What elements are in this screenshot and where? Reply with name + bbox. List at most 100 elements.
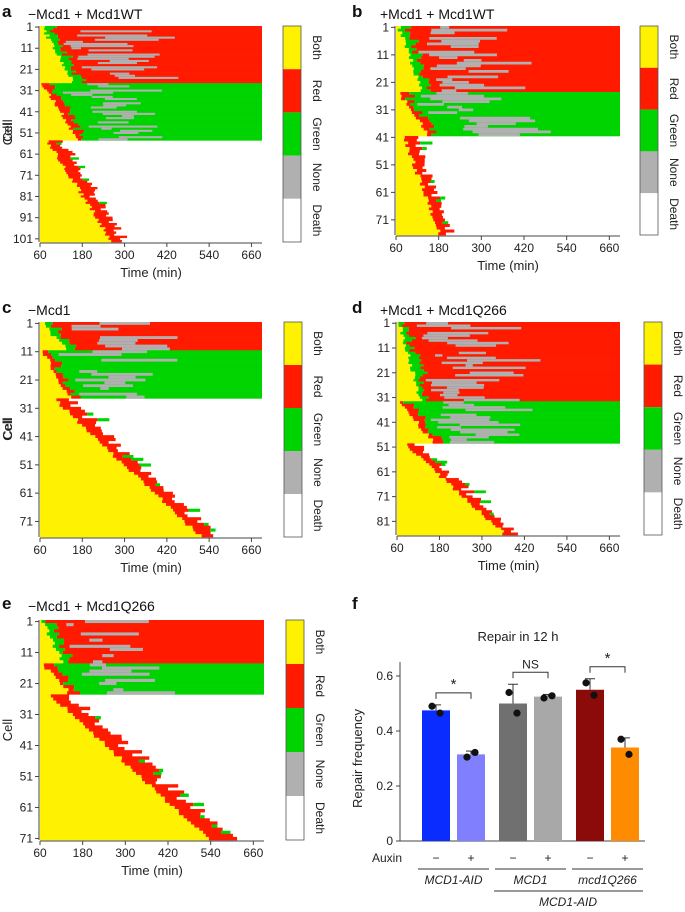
outcome-segment bbox=[57, 40, 263, 44]
transition-segment bbox=[414, 376, 420, 380]
cell-track bbox=[40, 632, 265, 636]
gray-interruption bbox=[426, 42, 479, 46]
transition-segment bbox=[50, 669, 59, 673]
red-segment bbox=[68, 176, 81, 179]
gray-interruption bbox=[83, 384, 133, 388]
transition-segment bbox=[77, 138, 82, 141]
both-segment bbox=[397, 396, 420, 400]
gray-interruption bbox=[105, 117, 135, 120]
cell-track bbox=[397, 356, 620, 360]
both-segment bbox=[397, 445, 409, 449]
outcome-segment bbox=[68, 378, 262, 382]
transition-segment bbox=[415, 374, 423, 377]
red-segment bbox=[411, 155, 426, 159]
transition-segment bbox=[404, 346, 415, 350]
cell-track bbox=[397, 346, 620, 350]
cell-track bbox=[40, 809, 205, 813]
both-segment bbox=[396, 97, 401, 101]
legend-frame bbox=[283, 321, 303, 538]
y-axis-label: Cell bbox=[0, 417, 15, 440]
both-segment bbox=[40, 32, 45, 35]
cell-track bbox=[40, 437, 116, 442]
both-segment bbox=[40, 712, 73, 717]
transition-segment bbox=[54, 102, 65, 105]
both-segment bbox=[397, 334, 404, 338]
transition-segment bbox=[405, 344, 410, 348]
red-segment bbox=[105, 227, 122, 230]
outcome-segment bbox=[416, 59, 620, 63]
outcome-segment bbox=[423, 64, 620, 68]
red-segment bbox=[467, 497, 481, 501]
gray-interruption bbox=[118, 136, 163, 139]
gray-interruption bbox=[434, 354, 443, 357]
significance-label: * bbox=[451, 676, 457, 693]
both-segment bbox=[40, 338, 60, 343]
x-tick-label: 540 bbox=[199, 543, 219, 557]
both-segment bbox=[40, 759, 122, 763]
both-segment bbox=[397, 527, 502, 531]
both-segment bbox=[397, 326, 403, 330]
red-segment bbox=[59, 404, 71, 408]
both-segment bbox=[397, 426, 419, 429]
both-segment bbox=[397, 502, 471, 506]
transition-segment bbox=[54, 45, 63, 48]
transition-segment bbox=[59, 59, 72, 63]
y-tick-label: 21 bbox=[377, 366, 391, 380]
both-segment bbox=[40, 469, 129, 473]
transition-segment bbox=[399, 401, 404, 405]
both-segment bbox=[40, 381, 59, 385]
outcome-segment bbox=[63, 681, 264, 686]
cell-track bbox=[396, 174, 433, 178]
both-segment bbox=[397, 366, 410, 370]
outcome-segment bbox=[52, 322, 262, 326]
transition-segment bbox=[49, 629, 54, 633]
cell-track bbox=[40, 324, 262, 328]
red-segment bbox=[446, 480, 463, 484]
red-segment bbox=[81, 189, 96, 192]
outcome-segment bbox=[419, 383, 620, 387]
both-segment bbox=[40, 647, 56, 652]
cell-track bbox=[397, 386, 620, 390]
green-segment bbox=[442, 221, 449, 225]
outcome-segment bbox=[86, 78, 262, 82]
cell-track bbox=[397, 527, 514, 531]
gray-interruption bbox=[88, 125, 158, 128]
y-tick-label: 51 bbox=[20, 769, 34, 783]
red-segment bbox=[97, 220, 109, 224]
cell-track bbox=[40, 87, 263, 90]
cell-track bbox=[40, 796, 177, 801]
transition-segment bbox=[398, 322, 405, 325]
gray-interruption bbox=[70, 45, 134, 48]
outcome-segment bbox=[434, 125, 620, 129]
both-segment bbox=[40, 836, 209, 841]
x-axis-label: Time (min) bbox=[120, 265, 182, 280]
green-segment bbox=[193, 802, 204, 807]
red-segment bbox=[160, 793, 181, 797]
both-segment bbox=[40, 81, 72, 84]
outcome-segment bbox=[415, 351, 620, 355]
transition-segment bbox=[52, 40, 58, 44]
cell-track bbox=[397, 502, 480, 506]
both-segment bbox=[40, 108, 59, 112]
cell-track bbox=[396, 94, 620, 98]
cell-track bbox=[40, 136, 262, 139]
both-segment bbox=[40, 218, 99, 222]
outcome-segment bbox=[403, 401, 620, 405]
red-segment bbox=[425, 460, 436, 464]
both-segment bbox=[40, 528, 194, 532]
both-segment bbox=[396, 210, 433, 214]
both-segment bbox=[396, 199, 429, 203]
cell-track bbox=[40, 184, 91, 188]
red-segment bbox=[193, 528, 211, 532]
cell-track bbox=[40, 47, 263, 50]
cell-track bbox=[40, 700, 71, 704]
cell-track bbox=[40, 157, 79, 160]
cell-track bbox=[396, 171, 423, 175]
bar-group bbox=[576, 678, 604, 841]
both-segment bbox=[397, 460, 426, 464]
cell-track bbox=[40, 106, 262, 109]
legend-swatch-both bbox=[286, 620, 304, 664]
both-segment bbox=[40, 64, 62, 67]
x-tick-label: 660 bbox=[599, 241, 619, 255]
cell-track bbox=[40, 534, 214, 538]
